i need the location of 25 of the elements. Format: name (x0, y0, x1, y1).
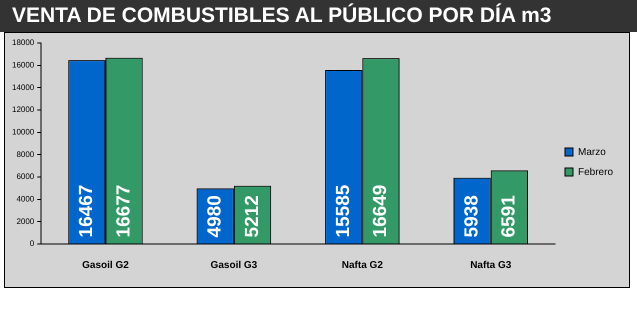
data-label: 5212 (242, 195, 263, 238)
chart-title: VENTA DE COMBUSTIBLES AL PÚBLICO POR DÍA m3 (0, 0, 637, 32)
data-label: 16649 (370, 184, 392, 238)
y-tick-label: 18000 (12, 38, 35, 48)
y-tick-label: 10000 (12, 128, 35, 137)
data-label: 16677 (113, 184, 134, 238)
legend-label: Marzo (578, 146, 606, 158)
y-tick-label: 0 (30, 239, 35, 248)
y-tick-label: 16000 (12, 60, 35, 70)
y-tick-label: 8000 (16, 150, 35, 159)
y-tick-label: 12000 (12, 105, 35, 114)
x-tick-label: Nafta G3 (470, 260, 512, 271)
y-tick-label: 6000 (16, 172, 35, 182)
x-tick-label: Gasoil G2 (82, 260, 130, 271)
data-label: 15585 (332, 184, 354, 238)
x-tick-label: Nafta G2 (342, 260, 384, 271)
data-label: 16467 (76, 184, 98, 238)
y-tick-label: 2000 (16, 216, 35, 226)
data-label: 5938 (461, 195, 482, 238)
x-tick-label: Gasoil G3 (210, 260, 258, 271)
data-label: 6591 (498, 194, 520, 238)
data-label: 4980 (204, 195, 226, 238)
y-tick-label: 4000 (16, 194, 35, 204)
y-tick-label: 14000 (12, 82, 35, 92)
legend-label: Febrero (578, 166, 614, 178)
